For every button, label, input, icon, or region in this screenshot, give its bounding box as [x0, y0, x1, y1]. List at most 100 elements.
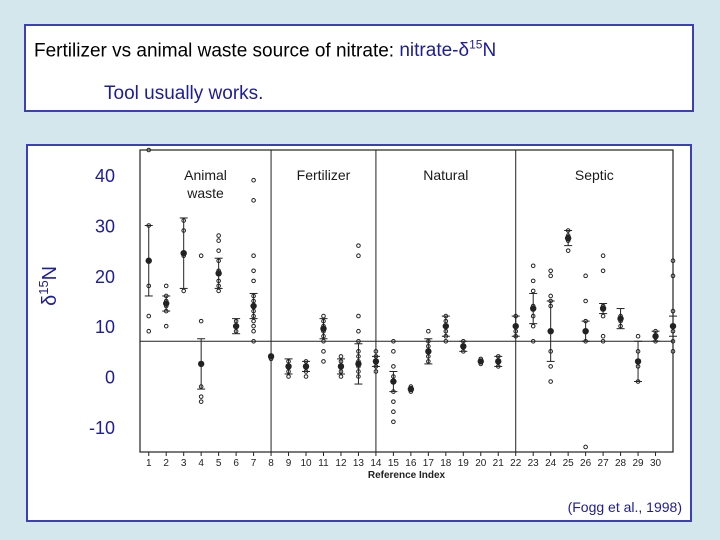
x-tick-label: 17	[423, 458, 435, 469]
data-point	[670, 273, 676, 279]
data-point	[530, 263, 536, 269]
x-tick-label: 24	[545, 458, 557, 469]
group-dividers	[270, 150, 517, 452]
data-point	[443, 338, 449, 344]
x-tick-label: 21	[493, 458, 505, 469]
data-point	[146, 147, 152, 153]
mean-marker	[197, 360, 205, 368]
series-index-3	[179, 217, 188, 294]
mean-marker	[512, 322, 519, 330]
mean-marker	[460, 343, 467, 350]
mean-marker	[232, 322, 240, 330]
title-highlight: nitrate-δ15N	[399, 38, 496, 62]
data-point	[548, 273, 553, 279]
series-index-13	[354, 243, 363, 385]
data-point	[146, 313, 152, 319]
series-index-18	[441, 313, 450, 344]
data-point	[548, 364, 553, 369]
series-index-23	[529, 263, 538, 344]
x-axis-label: Reference Index	[368, 470, 446, 481]
y-tick-label: 30	[95, 217, 115, 237]
x-tick-label: 19	[458, 458, 470, 469]
series-index-9	[284, 358, 293, 379]
data-point	[251, 318, 256, 324]
data-point	[181, 288, 186, 294]
mean-marker	[355, 360, 362, 368]
mean-marker	[215, 270, 222, 277]
data-point	[391, 349, 396, 354]
x-tick-label: 30	[650, 458, 662, 469]
series-index-4	[197, 253, 206, 404]
series-index-7	[249, 177, 258, 344]
title-highlight-prefix: nitrate-δ	[399, 40, 470, 62]
x-tick-label: 23	[528, 458, 540, 469]
y-axis-ticks: 40 30 20 10 0 -10	[89, 166, 115, 438]
series-index-1	[144, 147, 153, 334]
x-tick-label: 29	[632, 458, 644, 469]
data-point	[198, 399, 204, 404]
plot-frame	[139, 149, 674, 453]
data-point	[198, 318, 204, 324]
series-index-21	[494, 354, 503, 369]
x-tick-label: 12	[335, 458, 347, 469]
data-point	[391, 338, 396, 344]
data-point	[321, 313, 326, 319]
data-point	[600, 268, 606, 274]
data-point	[321, 349, 326, 354]
mean-marker	[564, 234, 572, 242]
group-labels: Animal waste Fertilizer Natural Septic	[184, 167, 614, 201]
slide-subtitle: Tool usually works.	[104, 83, 264, 104]
series-index-10	[302, 359, 311, 379]
y-axis-label-symbol: δ	[39, 295, 61, 306]
x-axis-ticks: 1 2 3 4 5 6 7 8 9 10 11 12 13 14 15 16 17 18 19 20 21 22 23 24 2…	[146, 452, 662, 469]
data-point	[391, 399, 396, 404]
y-tick-label: 40	[95, 166, 115, 186]
group-label-line2: waste	[186, 185, 224, 201]
mean-marker	[180, 249, 187, 257]
mean-marker	[547, 328, 554, 335]
mean-marker	[617, 315, 624, 322]
data-point	[548, 268, 553, 274]
series-index-12	[336, 354, 345, 379]
data-point	[321, 359, 326, 364]
data-point	[670, 349, 676, 354]
series-index-22	[511, 313, 520, 339]
data-point	[216, 233, 221, 238]
data-point	[670, 258, 676, 264]
series-layer	[144, 147, 677, 450]
x-tick-label: 28	[615, 458, 627, 469]
x-tick-label: 6	[233, 458, 239, 469]
data-point	[286, 374, 291, 379]
series-index-17	[424, 328, 433, 365]
x-tick-label: 25	[563, 458, 575, 469]
x-tick-label: 4	[198, 458, 204, 469]
data-point	[251, 278, 256, 284]
x-tick-label: 14	[370, 458, 382, 469]
plot-border	[139, 149, 674, 453]
series-index-31	[669, 258, 677, 354]
data-point	[600, 338, 606, 344]
mean-marker	[302, 363, 310, 370]
x-tick-label: 10	[300, 458, 312, 469]
data-point	[600, 253, 606, 258]
x-tick-label: 1	[146, 458, 152, 469]
x-tick-label: 22	[510, 458, 522, 469]
mean-marker	[582, 328, 589, 335]
series-index-27	[599, 253, 608, 344]
data-point	[356, 313, 361, 319]
data-point	[530, 323, 536, 329]
data-point	[635, 333, 641, 339]
series-index-6	[232, 318, 241, 335]
x-tick-label: 5	[216, 458, 222, 469]
chart-figure: δ15N 40 30 20 10 0 -10 Animal waste Fertilizer N…	[26, 144, 692, 522]
series-index-15	[389, 338, 398, 425]
series-index-28	[616, 308, 625, 330]
mean-marker	[320, 325, 327, 332]
data-point	[251, 338, 256, 344]
mean-marker	[267, 353, 275, 360]
data-point	[670, 308, 676, 314]
series-index-2	[162, 283, 171, 329]
data-point	[356, 253, 361, 258]
mean-marker	[495, 358, 502, 365]
data-point	[600, 313, 606, 319]
